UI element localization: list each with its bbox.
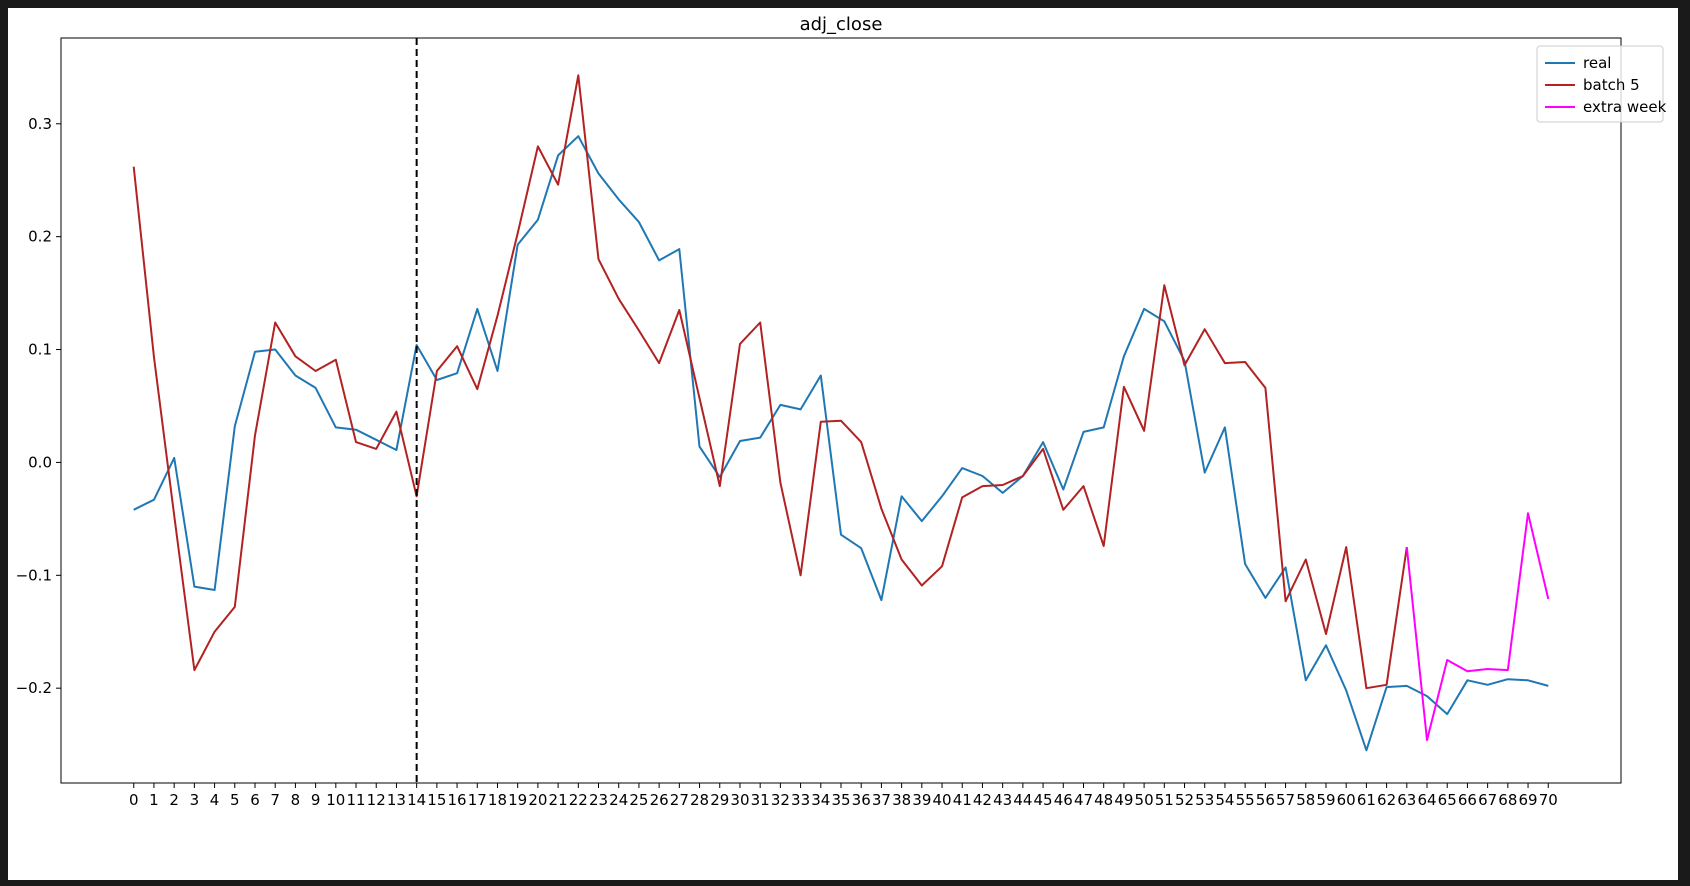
x-tick-label: 66 [1458, 791, 1477, 809]
x-tick-label: 11 [346, 791, 365, 809]
x-tick-label: 13 [387, 791, 406, 809]
x-tick-label: 46 [1054, 791, 1073, 809]
series-line-batch-5 [132, 74, 1408, 690]
x-tick-label: 60 [1337, 791, 1356, 809]
legend: real batch 5 extra week [1536, 45, 1667, 123]
series-line-extra-week [1405, 512, 1550, 742]
x-tick-label: 38 [892, 791, 911, 809]
x-tick-label: 45 [1034, 791, 1053, 809]
x-tick-label: 62 [1377, 791, 1396, 809]
x-tick-label: 7 [270, 791, 280, 809]
x-tick-label: 39 [912, 791, 931, 809]
x-tick-label: 55 [1236, 791, 1255, 809]
x-tick-label: 53 [1195, 791, 1214, 809]
y-tick-label: 0.1 [28, 341, 52, 359]
x-tick-label: 20 [528, 791, 547, 809]
x-tick-label: 22 [569, 791, 588, 809]
y-tick-label: 0.2 [28, 228, 52, 246]
x-tick-label: 47 [1074, 791, 1093, 809]
x-tick-label: 2 [169, 791, 179, 809]
x-tick-label: 19 [508, 791, 527, 809]
x-tick-label: 16 [448, 791, 467, 809]
x-tick-label: 30 [730, 791, 749, 809]
legend-label: batch 5 [1583, 76, 1640, 94]
chart-title: adj_close [800, 14, 883, 35]
x-tick-label: 14 [407, 791, 426, 809]
legend-label: real [1583, 54, 1611, 72]
x-tick-label: 32 [771, 791, 790, 809]
x-tick-label: 15 [427, 791, 446, 809]
x-tick-label: 5 [230, 791, 240, 809]
y-tick-label: −0.1 [16, 566, 52, 584]
x-tick-label: 56 [1256, 791, 1275, 809]
x-tick-label: 41 [953, 791, 972, 809]
line-chart: −0.2−0.10.00.10.20.3 0 1 2 3 4 5 6 7 8 9 10 11 12 13 1… [16, 14, 1667, 809]
y-tick-label: −0.2 [16, 679, 52, 697]
x-tick-label: 70 [1539, 791, 1558, 809]
x-tick-label: 1 [149, 791, 159, 809]
x-tick-label: 40 [932, 791, 951, 809]
x-tick-label: 57 [1276, 791, 1295, 809]
x-tick-label: 25 [629, 791, 648, 809]
x-tick-label: 33 [791, 791, 810, 809]
x-tick-label: 35 [831, 791, 850, 809]
x-tick-label: 65 [1438, 791, 1457, 809]
x-tick-label: 52 [1175, 791, 1194, 809]
x-tick-label: 61 [1357, 791, 1376, 809]
x-tick-label: 34 [811, 791, 830, 809]
x-tick-label: 8 [291, 791, 301, 809]
x-tick-label: 10 [326, 791, 345, 809]
x-tick-label: 18 [488, 791, 507, 809]
x-tick-label: 37 [872, 791, 891, 809]
x-tick-label: 23 [589, 791, 608, 809]
x-tick-label: 64 [1417, 791, 1436, 809]
legend-label: extra week [1583, 98, 1667, 116]
x-tick-label: 12 [367, 791, 386, 809]
x-tick-label: 48 [1094, 791, 1113, 809]
y-tick-label: 0.3 [28, 115, 52, 133]
x-tick-label: 3 [190, 791, 200, 809]
x-tick-label: 29 [710, 791, 729, 809]
x-tick-label: 50 [1135, 791, 1154, 809]
x-tick-label: 0 [129, 791, 139, 809]
x-tick-label: 21 [549, 791, 568, 809]
series-layer [132, 74, 1550, 752]
x-tick-label: 36 [852, 791, 871, 809]
x-tick-label: 51 [1155, 791, 1174, 809]
x-tick-label: 44 [1013, 791, 1032, 809]
x-tick-label: 49 [1114, 791, 1133, 809]
x-tick-label: 4 [210, 791, 220, 809]
x-tick-label: 43 [993, 791, 1012, 809]
x-tick-label: 54 [1215, 791, 1234, 809]
x-axis-ticks: 0 1 2 3 4 5 6 7 8 9 10 11 12 13 14 15 16 17 18 19 20 21 22 23 24… [129, 783, 1558, 809]
x-tick-label: 68 [1498, 791, 1517, 809]
x-tick-label: 26 [650, 791, 669, 809]
x-tick-label: 31 [751, 791, 770, 809]
x-tick-label: 58 [1296, 791, 1315, 809]
x-tick-label: 59 [1316, 791, 1335, 809]
figure-canvas: −0.2 −0.1 0.0 0.1 0.2 0.3 0 1 2 3 4 5 6 7 8 9 10 11 12 13 1… [8, 8, 1678, 880]
x-tick-label: 17 [468, 791, 487, 809]
x-tick-label: 42 [973, 791, 992, 809]
x-tick-label: 63 [1397, 791, 1416, 809]
series-line-real [133, 135, 1549, 752]
y-axis-ticks: −0.2 −0.1 0.0 0.1 0.2 0.3 [16, 115, 61, 697]
y-tick-label: 0.0 [28, 453, 52, 471]
axes-frame [60, 37, 1622, 784]
x-tick-label: 67 [1478, 791, 1497, 809]
legend-box [1536, 45, 1664, 123]
x-tick-label: 9 [311, 791, 321, 809]
x-tick-label: 24 [609, 791, 628, 809]
x-tick-label: 28 [690, 791, 709, 809]
x-tick-label: 6 [250, 791, 260, 809]
x-tick-label: 27 [670, 791, 689, 809]
x-tick-label: 69 [1518, 791, 1537, 809]
